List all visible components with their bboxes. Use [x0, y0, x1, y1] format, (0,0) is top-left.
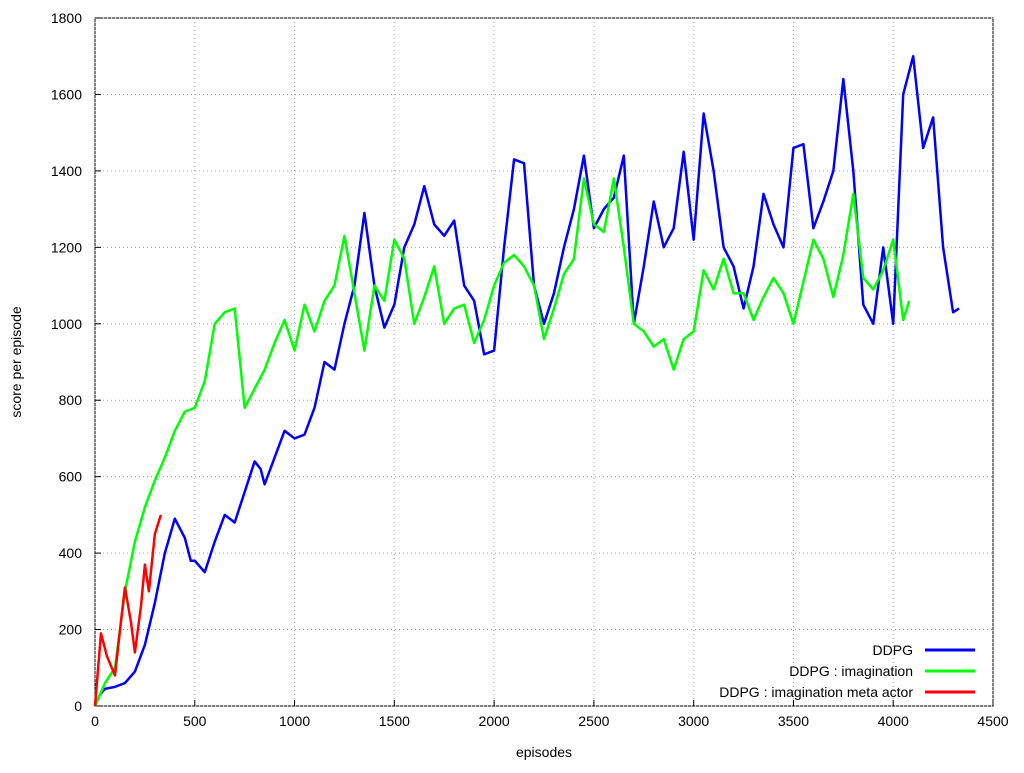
y-axis-label: score per episode [8, 306, 24, 418]
legend-label: DDPG [873, 642, 913, 658]
x-tick-label: 2500 [578, 713, 609, 729]
legend-label: DDPG : imagination meta actor [719, 684, 913, 700]
x-tick-label: 4500 [977, 713, 1008, 729]
y-tick-label: 0 [74, 698, 82, 714]
plot-frame [94, 17, 994, 707]
x-tick-label: 2000 [479, 713, 510, 729]
x-tick-label: 4000 [878, 713, 909, 729]
x-tick-label: 500 [183, 713, 207, 729]
y-tick-label: 400 [59, 545, 83, 561]
y-tick-label: 1000 [51, 316, 82, 332]
x-tick-label: 0 [91, 713, 99, 729]
y-tick-label: 600 [59, 469, 83, 485]
x-tick-label: 1500 [379, 713, 410, 729]
y-tick-label: 1600 [51, 86, 82, 102]
series-line [93, 514, 163, 707]
x-axis-label: episodes [516, 744, 572, 760]
series-line [93, 54, 960, 707]
x-tick-label: 1000 [279, 713, 310, 729]
y-tick-label: 800 [59, 392, 83, 408]
legend-label: DDPG : imagination [789, 663, 913, 679]
y-tick-label: 1800 [51, 10, 82, 26]
y-tick-label: 1200 [51, 239, 82, 255]
x-tick-label: 3000 [678, 713, 709, 729]
y-tick-label: 200 [59, 622, 83, 638]
series-line [93, 177, 911, 707]
x-tick-label: 3500 [778, 713, 809, 729]
y-tick-label: 1400 [51, 163, 82, 179]
